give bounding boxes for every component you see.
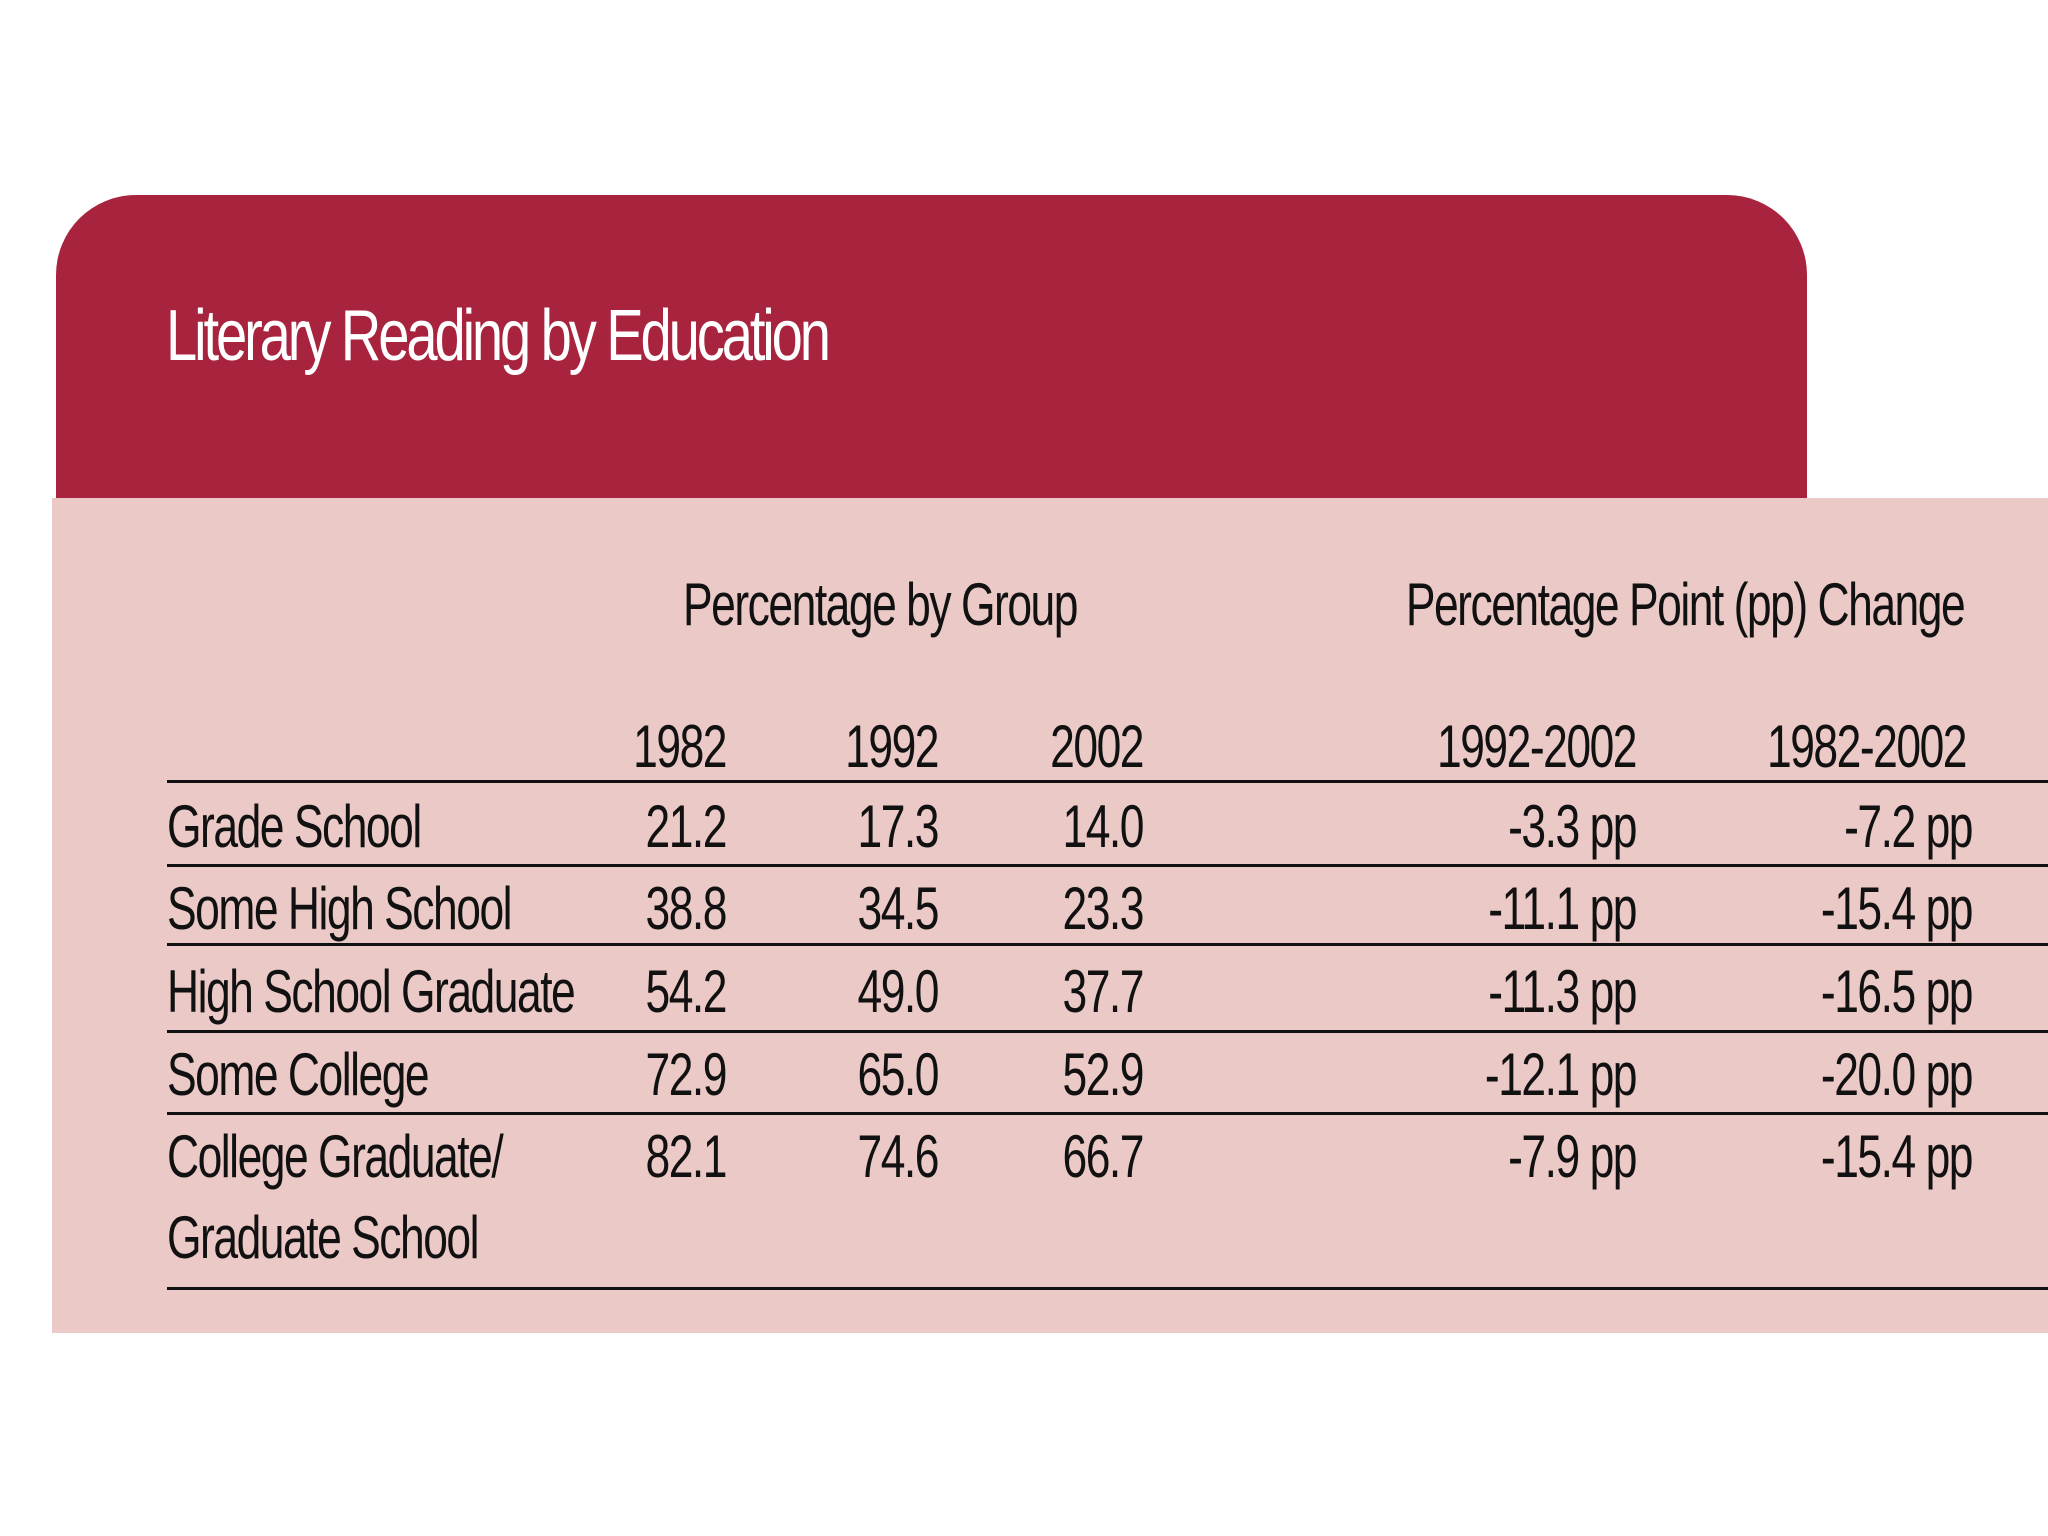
cell-college-graduate-1992: 74.6	[857, 1123, 940, 1190]
cell-some-high-school-2002: 23.3	[1062, 875, 1145, 942]
cell-college-graduate-change-1992-2002: -7.9 pp	[1508, 1123, 1637, 1190]
row-rule	[167, 943, 2048, 946]
cell-high-school-graduate-change-1982-2002: -16.5 pp	[1820, 958, 1974, 1025]
cell-some-high-school-1982: 38.8	[645, 875, 728, 942]
cell-some-college-change-1992-2002: -12.1 pp	[1484, 1041, 1638, 1108]
row-label-grade-school: Grade School	[167, 793, 422, 860]
row-rule	[167, 1030, 2048, 1033]
cell-some-high-school-1992: 34.5	[857, 875, 940, 942]
column-header-1982-2002: 1982-2002	[1766, 713, 1967, 780]
row-label-some-high-school: Some High School	[167, 875, 513, 942]
row-label-graduate-school: Graduate School	[167, 1204, 480, 1271]
table-panel	[52, 498, 2048, 1333]
cell-college-graduate-1982: 82.1	[645, 1123, 728, 1190]
row-label-high-school-graduate: High School Graduate	[167, 958, 576, 1025]
group-header-percentage: Percentage by Group	[683, 571, 1078, 638]
cell-college-graduate-2002: 66.7	[1062, 1123, 1145, 1190]
cell-some-college-change-1982-2002: -20.0 pp	[1820, 1041, 1974, 1108]
cell-some-college-1992: 65.0	[857, 1041, 940, 1108]
column-header-1982: 1982	[633, 713, 727, 780]
cell-grade-school-1982: 21.2	[645, 793, 728, 860]
cell-grade-school-2002: 14.0	[1062, 793, 1145, 860]
row-rule	[167, 864, 2048, 867]
cell-grade-school-change-1992-2002: -3.3 pp	[1508, 793, 1637, 860]
cell-college-graduate-change-1982-2002: -15.4 pp	[1820, 1123, 1974, 1190]
column-header-1992: 1992	[845, 713, 939, 780]
header-rule	[167, 780, 2048, 783]
cell-some-high-school-change-1982-2002: -15.4 pp	[1820, 875, 1974, 942]
table-title: Literary Reading by Education	[166, 296, 831, 376]
group-header-pp-change: Percentage Point (pp) Change	[1405, 571, 1966, 638]
table-bottom-rule	[167, 1287, 2048, 1290]
cell-high-school-graduate-1992: 49.0	[857, 958, 940, 1025]
cell-grade-school-change-1982-2002: -7.2 pp	[1844, 793, 1973, 860]
table-header-banner: Literary Reading by Education	[56, 195, 1807, 499]
cell-some-college-1982: 72.9	[645, 1041, 728, 1108]
cell-some-college-2002: 52.9	[1062, 1041, 1145, 1108]
row-label-some-college: Some College	[167, 1041, 430, 1108]
cell-high-school-graduate-change-1992-2002: -11.3 pp	[1488, 958, 1637, 1025]
column-header-2002: 2002	[1050, 713, 1144, 780]
cell-high-school-graduate-2002: 37.7	[1062, 958, 1145, 1025]
row-label-college-graduate: College Graduate/	[167, 1123, 504, 1190]
column-header-1992-2002: 1992-2002	[1436, 713, 1637, 780]
cell-some-high-school-change-1992-2002: -11.1 pp	[1488, 875, 1637, 942]
cell-grade-school-1992: 17.3	[857, 793, 940, 860]
row-rule	[167, 1112, 2048, 1115]
cell-high-school-graduate-1982: 54.2	[645, 958, 728, 1025]
